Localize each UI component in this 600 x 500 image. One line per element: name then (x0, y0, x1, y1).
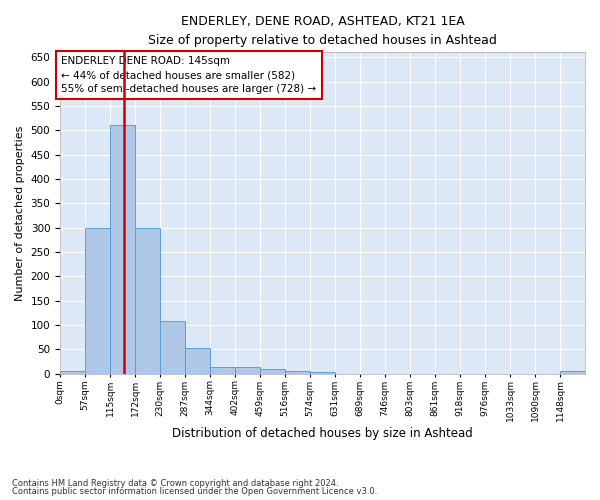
Text: Contains public sector information licensed under the Open Government Licence v3: Contains public sector information licen… (12, 487, 377, 496)
Title: ENDERLEY, DENE ROAD, ASHTEAD, KT21 1EA
Size of property relative to detached hou: ENDERLEY, DENE ROAD, ASHTEAD, KT21 1EA S… (148, 15, 497, 47)
Bar (210, 368, 235, 374)
Bar (135, 228, 160, 374)
Y-axis label: Number of detached properties: Number of detached properties (15, 126, 25, 300)
Text: ENDERLEY DENE ROAD: 145sqm
← 44% of detached houses are smaller (582)
55% of sem: ENDERLEY DENE ROAD: 145sqm ← 44% of deta… (61, 56, 316, 94)
Bar (235, 368, 260, 374)
Bar (85, 228, 110, 374)
Bar (60, 372, 85, 374)
Bar (285, 372, 310, 374)
Bar (185, 348, 210, 374)
Bar (310, 372, 335, 374)
Bar (560, 372, 585, 374)
Bar (260, 369, 285, 374)
Bar (110, 126, 135, 374)
X-axis label: Distribution of detached houses by size in Ashtead: Distribution of detached houses by size … (172, 427, 473, 440)
Bar (160, 321, 185, 374)
Text: Contains HM Land Registry data © Crown copyright and database right 2024.: Contains HM Land Registry data © Crown c… (12, 478, 338, 488)
